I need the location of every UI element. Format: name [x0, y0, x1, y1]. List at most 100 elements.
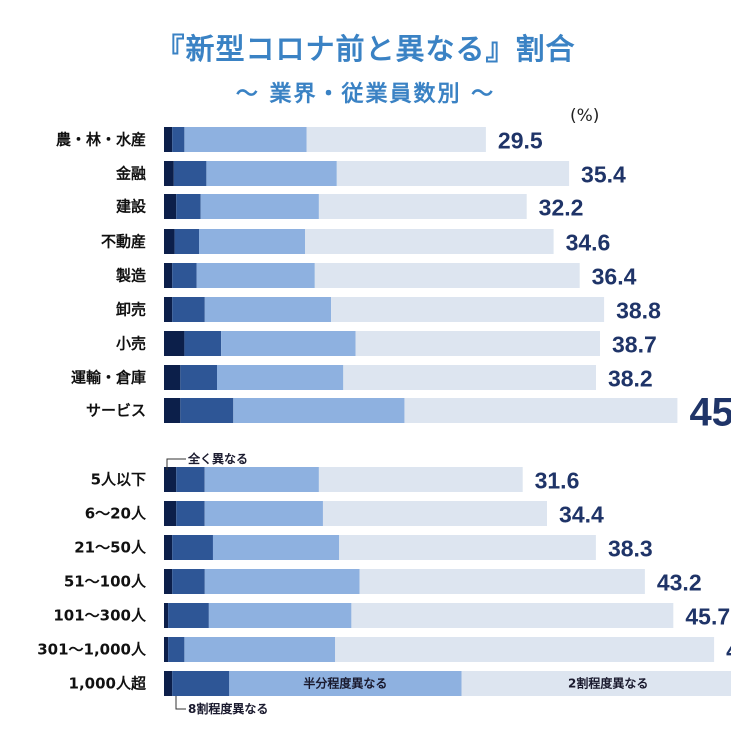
bar-segment — [343, 365, 596, 390]
total-value: 49.3 — [726, 638, 731, 664]
bar-segment — [184, 637, 336, 662]
bar-segment — [172, 127, 185, 152]
bar-segment — [164, 297, 173, 322]
annotation-full: 全く異なる — [187, 451, 248, 466]
bar-segment — [172, 263, 197, 288]
bar-segment — [331, 297, 605, 322]
category-label: 小売 — [116, 335, 146, 353]
total-value: 36.4 — [592, 264, 637, 290]
chart-title: 『新型コロナ前と異なる』割合 — [155, 32, 576, 66]
annotation-leader-line — [166, 458, 186, 470]
bar-segment — [322, 501, 547, 526]
annotation-eighty: 8割程度異なる — [188, 701, 268, 716]
category-label: 101～300人 — [53, 607, 147, 625]
bar-segment — [306, 127, 486, 152]
series-label-twenty: 2割程度異なる — [568, 676, 648, 691]
bar-segment — [204, 297, 332, 322]
category-label: 1,000人超 — [69, 675, 147, 693]
bar-segment — [355, 331, 600, 356]
bar-segment — [164, 331, 185, 356]
bar-segment — [164, 194, 177, 219]
bar-segment — [404, 398, 678, 423]
total-value: 34.6 — [566, 230, 611, 256]
bar-segment — [168, 637, 185, 662]
category-label: 農・林・水産 — [56, 131, 146, 149]
bar-segment — [184, 331, 222, 356]
bar-segment — [208, 603, 352, 628]
bar-segment — [336, 161, 570, 186]
bar-segment — [339, 535, 596, 560]
bar-segment — [204, 501, 323, 526]
bar-segment — [173, 161, 207, 186]
bar-segment — [318, 194, 527, 219]
bar-segment — [174, 229, 200, 254]
category-label: 不動産 — [101, 233, 146, 251]
bar-segment — [204, 569, 360, 594]
category-label: 金融 — [115, 165, 146, 183]
bar-segment — [164, 263, 173, 288]
bar-segment — [164, 229, 175, 254]
total-value: 43.2 — [657, 570, 702, 596]
bar-segment — [164, 398, 181, 423]
bar-segment — [168, 603, 209, 628]
bar-segment — [180, 398, 234, 423]
bar-segment — [176, 501, 205, 526]
category-label: 51～100人 — [64, 573, 147, 591]
total-value: 31.6 — [535, 468, 580, 494]
total-value: 38.3 — [608, 536, 653, 562]
total-value: 45.7 — [685, 604, 730, 630]
bar-segment — [461, 671, 731, 696]
category-label: 建設 — [116, 198, 147, 216]
bar-segment — [206, 161, 337, 186]
bar-segment — [164, 569, 173, 594]
bar-segment — [196, 263, 315, 288]
bar-segment — [212, 535, 340, 560]
category-label: 製造 — [115, 267, 146, 285]
bar-segment — [233, 398, 405, 423]
bar-segment — [204, 467, 319, 492]
total-value: 38.2 — [608, 366, 653, 392]
total-value: 34.4 — [559, 502, 604, 528]
bar-segment — [180, 365, 217, 390]
bar-segment — [172, 297, 205, 322]
bar-segment — [359, 569, 645, 594]
bar-segment — [217, 365, 344, 390]
bar-segment — [172, 535, 213, 560]
bar-segment — [314, 263, 580, 288]
category-label: 301～1,000人 — [37, 641, 147, 659]
bar-segment — [184, 127, 307, 152]
bar-segment — [164, 161, 174, 186]
bar-segment — [164, 603, 169, 628]
category-label: 5人以下 — [91, 471, 146, 489]
category-label: サービス — [86, 402, 146, 420]
category-label: 運輸・倉庫 — [71, 369, 146, 387]
bar-segment — [229, 671, 462, 696]
bar-segment — [164, 637, 169, 662]
bar-segment — [164, 501, 177, 526]
bar-segment — [199, 229, 305, 254]
series-label-half: 半分程度異なる — [303, 676, 387, 691]
bar-segment — [164, 535, 173, 560]
bar-segment — [164, 467, 177, 492]
bar-segment — [172, 671, 230, 696]
category-label: 卸売 — [116, 301, 146, 319]
bar-segment — [305, 229, 554, 254]
category-label: 21～50人 — [74, 539, 147, 557]
bar-segment — [318, 467, 523, 492]
bar-segment — [200, 194, 319, 219]
annotation-leader-line — [175, 696, 186, 710]
bar-segment — [351, 603, 674, 628]
total-value: 35.4 — [581, 162, 626, 188]
total-value: 32.2 — [539, 195, 584, 221]
total-value: 38.7 — [612, 332, 657, 358]
bar-segment — [164, 365, 181, 390]
total-value: 45.5 — [689, 391, 731, 435]
category-label: 6～20人 — [85, 505, 147, 523]
bar-segment — [176, 194, 201, 219]
bar-segment — [221, 331, 356, 356]
bar-segment — [176, 467, 205, 492]
bar-segment — [172, 569, 205, 594]
total-value: 29.5 — [498, 128, 543, 154]
chart-subtitle: ～ 業界・従業員数別 ～ — [235, 82, 496, 107]
